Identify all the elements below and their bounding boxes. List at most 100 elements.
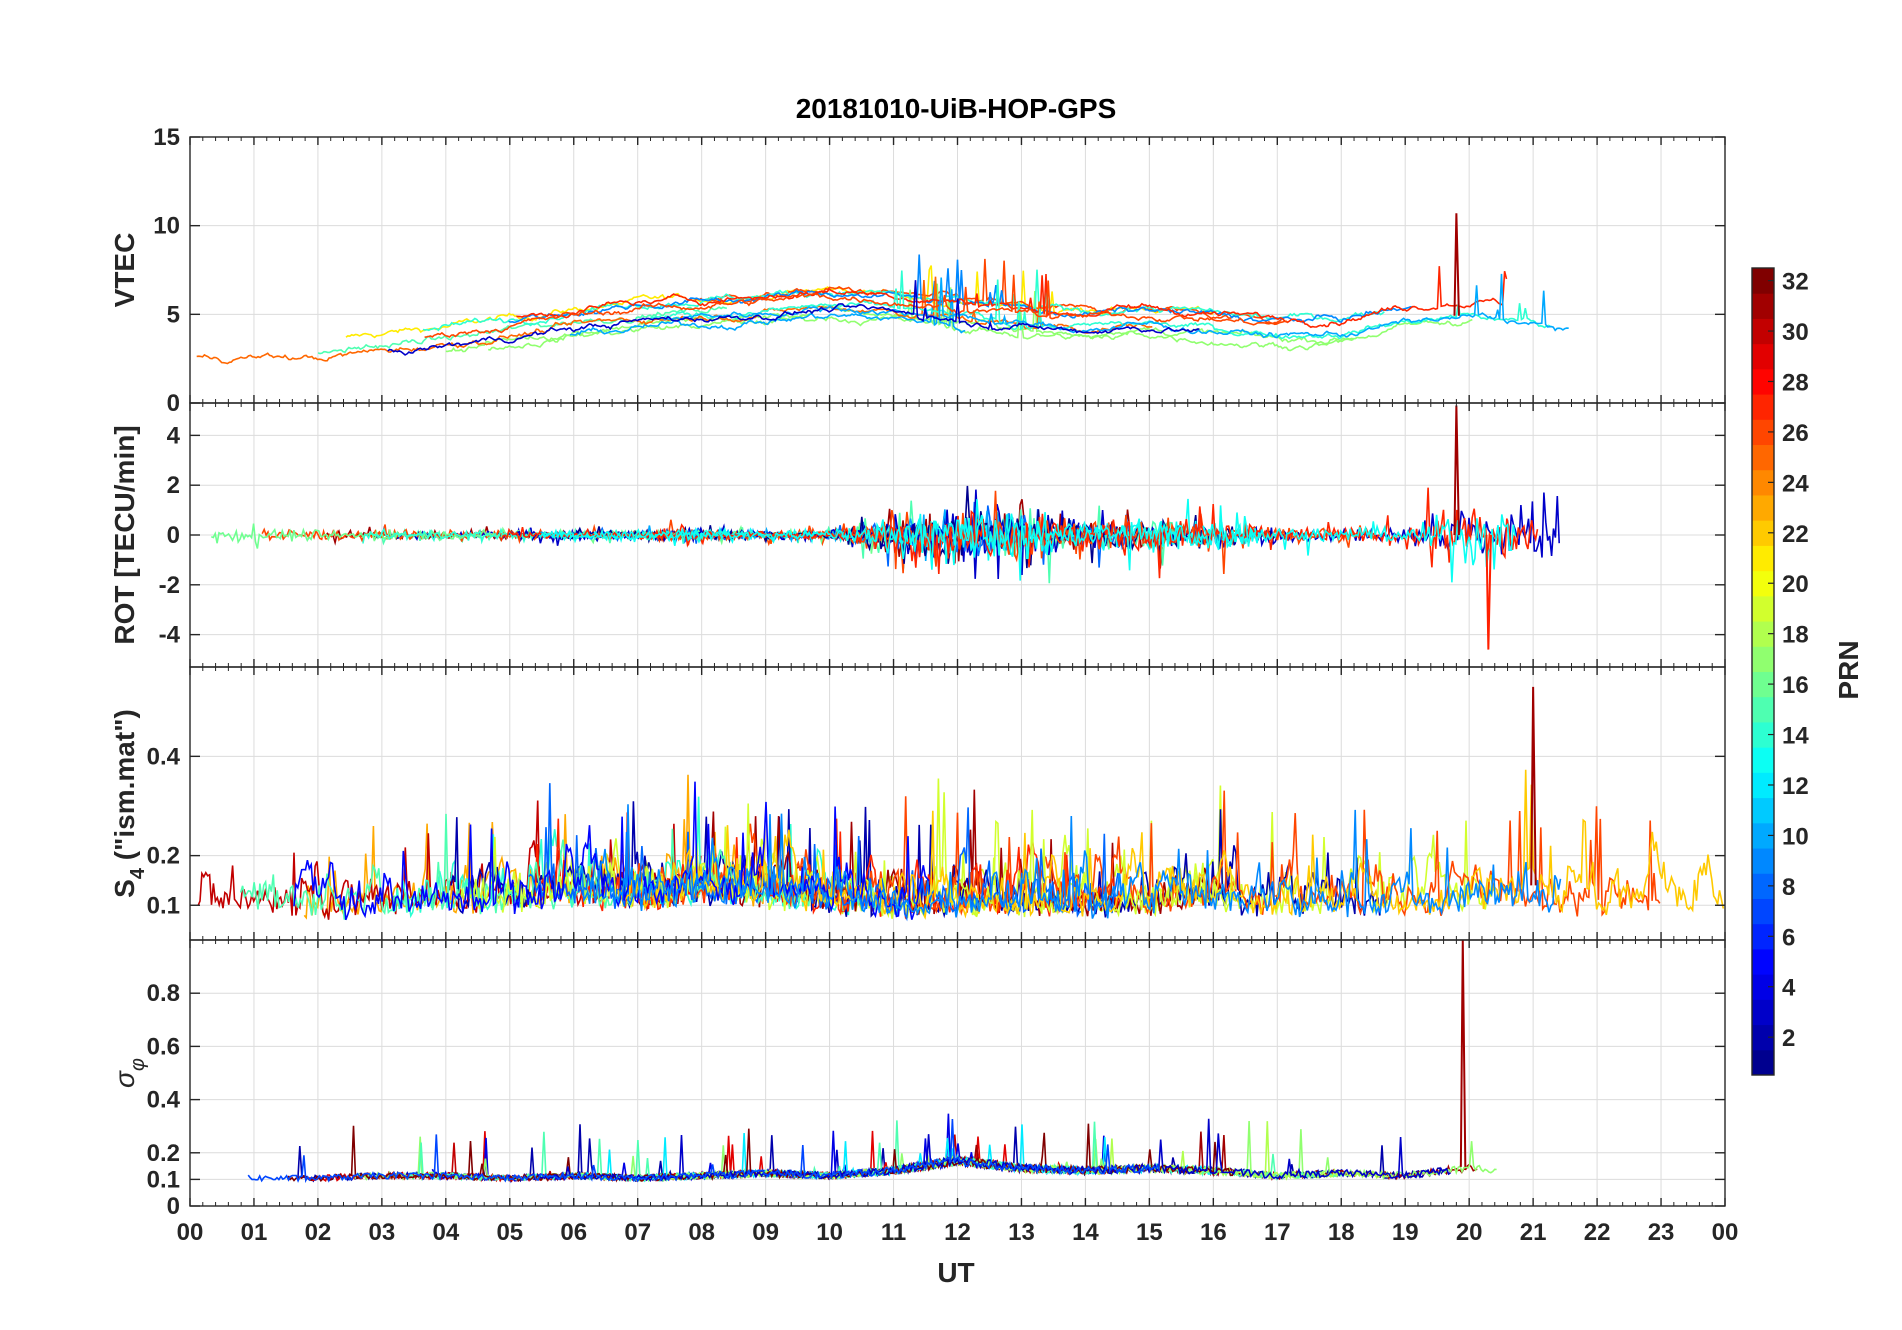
y-axis-label-s4: S4 ("ism.mat") bbox=[109, 709, 149, 898]
y-tick-label: 2 bbox=[167, 472, 180, 499]
y-tick-label: 15 bbox=[153, 124, 180, 151]
panel-sigma_phi: 00.10.2 0.4 0.6 0.8 σφ bbox=[109, 939, 1726, 1220]
colorbar-step bbox=[1752, 444, 1774, 471]
x-tick-label: 16 bbox=[1200, 1219, 1227, 1246]
y-tick-label: 0 bbox=[167, 390, 180, 417]
colorbar-tick-label: 10 bbox=[1782, 823, 1809, 850]
colorbar-tick-label: 16 bbox=[1782, 672, 1809, 699]
colorbar-tick-label: 32 bbox=[1782, 269, 1809, 296]
series-group-sigma_phi bbox=[247, 940, 1497, 1184]
x-tick-label: 03 bbox=[369, 1219, 396, 1246]
x-tick-label: 01 bbox=[241, 1219, 268, 1246]
colorbar-tick-label: 8 bbox=[1782, 874, 1795, 901]
colorbar-step bbox=[1752, 268, 1774, 294]
y-label-rest: ("ism.mat") bbox=[109, 709, 140, 868]
colorbar-tick-label: 28 bbox=[1782, 369, 1809, 396]
x-tick-label: 13 bbox=[1008, 1219, 1035, 1246]
series-line-prn-9 bbox=[508, 254, 1413, 324]
colorbar-step bbox=[1752, 494, 1774, 521]
colorbar-step bbox=[1752, 520, 1774, 546]
y-axis-label-sigma_phi: σφ bbox=[109, 1058, 149, 1088]
colorbar-step bbox=[1752, 343, 1774, 370]
y-tick-label: 0.2 bbox=[147, 1140, 180, 1167]
chart-title: 20181010-UiB-HOP-GPS bbox=[796, 93, 1117, 124]
y-tick-label: 0.4 bbox=[147, 743, 181, 770]
colorbar-tick-label: 4 bbox=[1782, 975, 1796, 1002]
series-group-s4 bbox=[197, 686, 1725, 922]
colorbar-step bbox=[1752, 570, 1774, 597]
colorbar-step bbox=[1752, 999, 1774, 1026]
colorbar-step bbox=[1752, 621, 1774, 647]
colorbar-step bbox=[1752, 898, 1774, 925]
x-tick-label: 14 bbox=[1072, 1219, 1099, 1246]
y-tick-label: 0.1 bbox=[147, 892, 180, 919]
series-line-prn-3 bbox=[387, 280, 1200, 356]
colorbar-step bbox=[1752, 469, 1774, 496]
colorbar-step bbox=[1752, 1024, 1774, 1051]
series-line-prn-5 bbox=[293, 781, 930, 921]
colorbar-step bbox=[1752, 595, 1774, 622]
y-tick-label: 0.6 bbox=[147, 1033, 180, 1060]
y-tick-label: 0.2 bbox=[147, 843, 180, 870]
colorbar-step bbox=[1752, 293, 1774, 319]
colorbar-tick-label: 24 bbox=[1782, 470, 1809, 497]
x-tick-label: 20 bbox=[1456, 1219, 1483, 1246]
x-tick-label: 21 bbox=[1520, 1219, 1547, 1246]
series-line-prn-13 bbox=[538, 512, 1516, 583]
colorbar-step bbox=[1752, 646, 1774, 672]
colorbar-step bbox=[1752, 948, 1774, 975]
y-label-main: σ bbox=[109, 1070, 140, 1088]
x-tick-label: 18 bbox=[1328, 1219, 1355, 1246]
x-tick-label: 12 bbox=[944, 1219, 971, 1246]
y-axis-label-rot: ROT [TECU/min] bbox=[109, 425, 140, 644]
y-tick-label: 10 bbox=[153, 213, 180, 240]
y-label-sub: 4 bbox=[127, 867, 149, 879]
series-line-prn-15 bbox=[317, 306, 727, 355]
colorbar-frame bbox=[1751, 267, 1775, 1076]
x-tick-label: 04 bbox=[432, 1219, 459, 1246]
colorbar-step bbox=[1752, 545, 1774, 572]
y-tick-label: 0 bbox=[167, 522, 180, 549]
colorbar-tick-label: 12 bbox=[1782, 773, 1809, 800]
x-tick-label: 22 bbox=[1584, 1219, 1611, 1246]
x-tick-label: 15 bbox=[1136, 1219, 1163, 1246]
y-axis-label-vtec: VTEC bbox=[109, 233, 140, 308]
series-line-prn-7 bbox=[247, 1118, 1161, 1184]
series-line-prn-9 bbox=[579, 804, 1562, 919]
series-line-prn-26 bbox=[424, 274, 1289, 338]
x-tick-label: 02 bbox=[305, 1219, 332, 1246]
colorbar-step bbox=[1752, 873, 1774, 899]
y-tick-label: 5 bbox=[167, 301, 180, 328]
colorbar-tick-label: 2 bbox=[1782, 1025, 1795, 1052]
colorbar-tick-label: 14 bbox=[1782, 723, 1809, 750]
x-tick-label: 17 bbox=[1264, 1219, 1291, 1246]
colorbar-tick-label: 20 bbox=[1782, 571, 1809, 598]
y-tick-label: 4 bbox=[167, 422, 181, 449]
y-tick-label: 0 bbox=[167, 1193, 180, 1220]
x-tick-label: 08 bbox=[688, 1219, 715, 1246]
x-tick-label: 06 bbox=[560, 1219, 587, 1246]
y-tick-label: 0.1 bbox=[147, 1166, 180, 1193]
min-event-spike bbox=[1485, 534, 1492, 650]
y-tick-label: 0.8 bbox=[147, 980, 180, 1007]
colorbar-step bbox=[1752, 848, 1774, 874]
colorbar-step bbox=[1752, 671, 1774, 698]
y-label-sub: φ bbox=[127, 1058, 149, 1071]
colorbar-tick-label: 22 bbox=[1782, 521, 1809, 548]
x-tick-label: 23 bbox=[1648, 1219, 1675, 1246]
series-line-prn-22 bbox=[617, 769, 1725, 921]
series-group-vtec bbox=[196, 213, 1569, 365]
colorbar-tick-label: 30 bbox=[1782, 319, 1809, 346]
max-event-spike bbox=[1459, 940, 1467, 1167]
x-tick-label: 09 bbox=[752, 1219, 779, 1246]
x-tick-label: 07 bbox=[624, 1219, 651, 1246]
max-event-spike bbox=[1530, 686, 1537, 886]
colorbar-step bbox=[1752, 974, 1774, 1000]
y-tick-label: -4 bbox=[159, 622, 181, 649]
colorbar-step bbox=[1752, 696, 1774, 723]
y-label-main: S bbox=[109, 879, 140, 898]
colorbar-step bbox=[1752, 923, 1774, 950]
y-tick-label: 0.4 bbox=[147, 1087, 181, 1114]
colorbar-step bbox=[1752, 772, 1774, 799]
